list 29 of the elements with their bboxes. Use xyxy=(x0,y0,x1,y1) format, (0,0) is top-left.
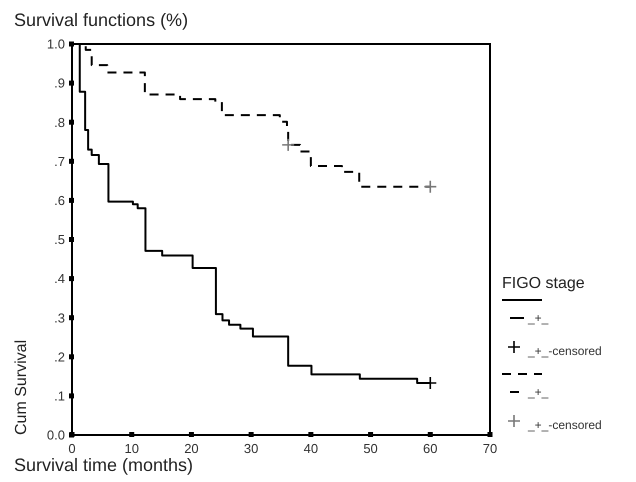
chart-title: Survival functions (%) xyxy=(14,10,188,30)
y-axis-title: Cum Survival xyxy=(13,340,30,435)
y-tick-label: .9 xyxy=(54,76,65,91)
x-tick-label: 50 xyxy=(363,441,378,456)
x-tick-label: 40 xyxy=(304,441,318,456)
x-tick-label: 60 xyxy=(423,441,438,456)
legend-label: _+_ xyxy=(527,385,549,399)
y-tick-label: .8 xyxy=(54,114,65,130)
y-tick-label: .4 xyxy=(54,271,65,286)
legend-label: _+_-censored xyxy=(527,344,602,358)
x-tick-label: 70 xyxy=(482,441,498,456)
y-tick-label: .2 xyxy=(54,349,65,364)
y-tick-label: .1 xyxy=(54,388,65,404)
y-tick-label: 0.0 xyxy=(46,428,65,443)
point xyxy=(281,138,295,152)
y-tick-label: .3 xyxy=(54,310,65,326)
x-axis-title: Survival time (months) xyxy=(14,455,194,475)
point xyxy=(423,180,438,194)
y-tick-label: .7 xyxy=(54,154,65,169)
x-tick-label: 20 xyxy=(184,441,199,456)
y-tick-label: .6 xyxy=(54,192,65,208)
x-tick-label: 0 xyxy=(68,441,76,456)
y-tick-label: 1.0 xyxy=(46,36,65,52)
y-tick-label: .5 xyxy=(54,232,65,248)
x-tick-label: 10 xyxy=(124,441,139,456)
legend-title: FIGO stage xyxy=(502,275,585,292)
legend-label: _+_ xyxy=(527,311,549,325)
legend-label: _+_-censored xyxy=(527,418,602,432)
x-tick-label: 30 xyxy=(244,441,258,456)
